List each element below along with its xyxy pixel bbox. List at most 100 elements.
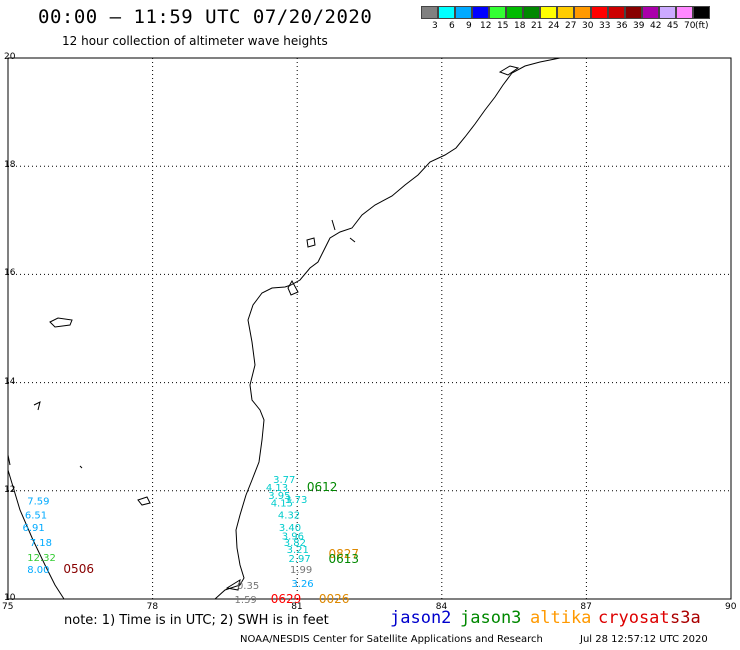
krishna-delta [287,279,299,296]
scale-label: 24 [548,21,560,31]
wave-height-label: 4.32 [278,511,300,522]
scale-label: 21 [531,21,543,31]
wave-height-label: 3.96 [282,532,304,543]
map-gridlines [7,57,732,600]
pass-time-label: 0827 [329,547,360,561]
footer-credit: NOAA/NESDIS Center for Satellite Applica… [240,634,543,645]
lon-tick-label: 87 [580,602,592,612]
scale-swatch [642,6,659,19]
scale-swatch [693,6,710,19]
scale-swatch [438,6,455,19]
wave-height-label: 7.18 [30,538,52,549]
wave-height-label: 3.82 [284,538,306,549]
wave-height-label: 6.91 [22,523,44,534]
scale-label: 3 [432,21,438,31]
scale-label: 33 [599,21,611,31]
island-west-3 [137,496,151,506]
wave-height-label: 1.59 [235,595,257,606]
satellite-jason2: jason2 [390,608,452,628]
scale-swatch [523,6,540,19]
scale-swatch [676,6,693,19]
wave-height-label: 0.35 [237,581,259,592]
wave-height-label: 3.77 [273,475,295,486]
wave-height-label: 3.95 [268,491,290,502]
dot-small [79,465,83,469]
chennai-point [225,578,241,591]
scale-label: 9 [466,21,472,31]
scale-label: 6 [449,21,455,31]
lat-tick-label: 18 [4,160,16,171]
scale-label: (ft) [695,21,709,31]
satellite-jason3: jason3 [460,608,522,628]
observation-labels: 3.774.13 0612 3.953.734.154.323.403.963.82… [22,475,359,606]
lat-tick-label: 14 [4,376,16,387]
lat-tick-label: 16 [4,268,16,279]
lon-tick-label: 78 [146,602,159,612]
lat-tick-label: 10 [4,593,16,603]
lon-tick-label: 90 [725,602,737,612]
wave-height-label: 8.00 [27,565,49,576]
satellite-s3a: s3a [670,608,701,628]
wave-height-label: 4.13 [266,483,288,494]
scale-swatch [506,6,523,19]
scale-label: 12 [480,21,492,31]
scale-swatch [421,6,438,19]
island-west [49,317,73,328]
island-small-2 [349,237,356,243]
footer-timestamp: Jul 28 12:57:12 UTC 2020 [580,634,708,645]
coastline [7,57,561,600]
lon-tick-label: 75 [2,602,14,612]
scale-swatch [472,6,489,19]
wave-height-label: 2.97 [289,554,311,565]
scale-label: 70 [684,21,696,31]
wave-height-label: 3.40 [279,523,301,534]
scale-label: 27 [565,21,577,31]
scale-swatch [574,6,591,19]
satellite-cryosat: cryosat [598,608,670,628]
island-small-1 [331,219,336,231]
wave-height-label: 12.32 [27,553,56,564]
pass-time-label: 0613 [329,552,360,566]
scale-swatch [557,6,574,19]
lon-tick-label: 81 [291,602,303,612]
scale-swatch [625,6,642,19]
wave-height-label: 1.99 [290,565,312,576]
scale-label: 45 [667,21,679,31]
scale-label: 42 [650,21,662,31]
scale-swatch [540,6,557,19]
lat-tick-label: 12 [4,484,16,495]
pass-time-label: 0506 [63,562,94,576]
units-note: note: 1) Time is in UTC; 2) SWH is in fe… [64,613,329,628]
sri-lanka-north [7,454,11,466]
wave-height-label: 3.73 [285,495,307,506]
wave-height-label: 3.21 [287,545,309,556]
india-east-coast [7,469,65,600]
island-west-2 [33,401,41,411]
scale-label: 15 [497,21,509,31]
map-subtitle: 12 hour collection of altimeter wave hei… [62,34,328,48]
lon-tick-label: 84 [435,602,448,612]
pass-time-label: 0612 [307,480,338,494]
tamil-nadu-coast [214,284,292,600]
wave-height-label: 6.51 [25,511,47,522]
scale-label: 36 [616,21,628,31]
map-frame [7,57,732,600]
scale-swatch [608,6,625,19]
scale-swatch [659,6,676,19]
wave-height-label: 4.15 [271,499,293,510]
color-scale-legend [421,6,710,19]
pass-time-label: 0629 [271,592,302,606]
scale-swatch [455,6,472,19]
scale-label: 30 [582,21,594,31]
lat-tick-label: 20 [4,52,16,62]
map-title: 00:00 – 11:59 UTC 07/20/2020 [38,6,373,28]
godavari-mouth [306,237,316,248]
scale-label: 18 [514,21,526,31]
andhra-coast [290,57,561,286]
island-north-east [498,65,520,76]
scale-swatch [489,6,506,19]
wave-height-label: 7.59 [27,497,49,508]
pass-time-label: 0026 [319,592,350,606]
color-scale-labels: 3 6 9 12 15 18 21 24 27 30 33 36 39 42 45 70 (ft) [421,21,740,33]
